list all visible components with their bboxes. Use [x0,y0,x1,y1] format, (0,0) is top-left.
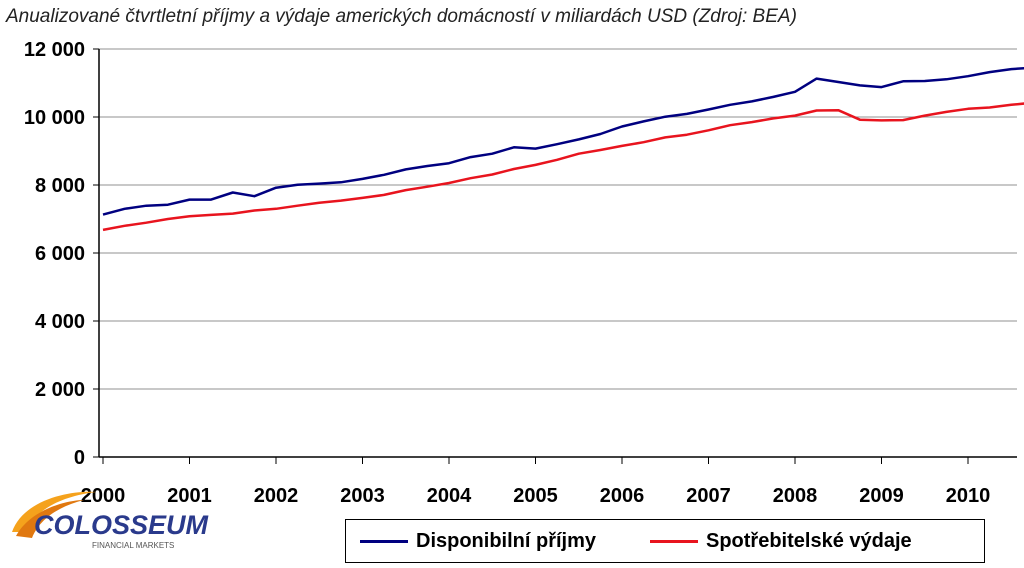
y-tick-label: 2 000 [35,379,85,401]
x-tick-label: 2004 [427,485,472,507]
legend-label-income: Disponibilní příjmy [416,529,597,552]
y-axis-ticks: 0 2 000 4 000 6 000 8 000 10 000 12 000 [24,39,99,469]
logo-subtext: FINANCIAL MARKETS [92,541,174,550]
y-tick-label: 12 000 [24,39,85,61]
series-lines [102,67,1024,232]
y-tick-label: 8 000 [35,175,85,197]
x-tick-label: 2001 [167,485,212,507]
legend: Disponibilní příjmy Spotřebitelské výdaj… [345,519,985,563]
x-tick-label: 2005 [513,485,558,507]
x-tick-label: 2010 [946,485,991,507]
x-axis: 2000 2001 2002 2003 2004 2005 2006 2007 2008 2009… [81,49,1017,507]
x-tick-label: 2007 [686,485,731,507]
x-tick-label: 2006 [600,485,645,507]
legend-swatch-income [360,539,408,543]
legend-swatch-spending [650,539,698,543]
logo-text: COLOSSEUM [34,510,209,540]
legend-item-income: Disponibilní příjmy [360,520,596,562]
x-tick-label: 2008 [773,485,818,507]
x-tick-label: 2003 [340,485,385,507]
series-line-income [102,67,1024,216]
y-tick-label: 0 [74,447,85,469]
y-tick-label: 10 000 [24,107,85,129]
x-tick-label: 2009 [859,485,904,507]
chart-title: Anualizované čtvrtletní příjmy a výdaje … [6,6,797,27]
y-tick-label: 6 000 [35,243,85,265]
x-tick-label: 2002 [254,485,299,507]
legend-label-spending: Spotřebitelské výdaje [706,529,912,552]
x-tick-label: 2000 [81,485,126,507]
legend-item-spending: Spotřebitelské výdaje [650,520,912,562]
grid-lines [99,48,1017,390]
series-line-spending [102,102,1024,232]
y-tick-label: 4 000 [35,311,85,333]
colosseum-logo: COLOSSEUM FINANCIAL MARKETS [4,488,219,556]
